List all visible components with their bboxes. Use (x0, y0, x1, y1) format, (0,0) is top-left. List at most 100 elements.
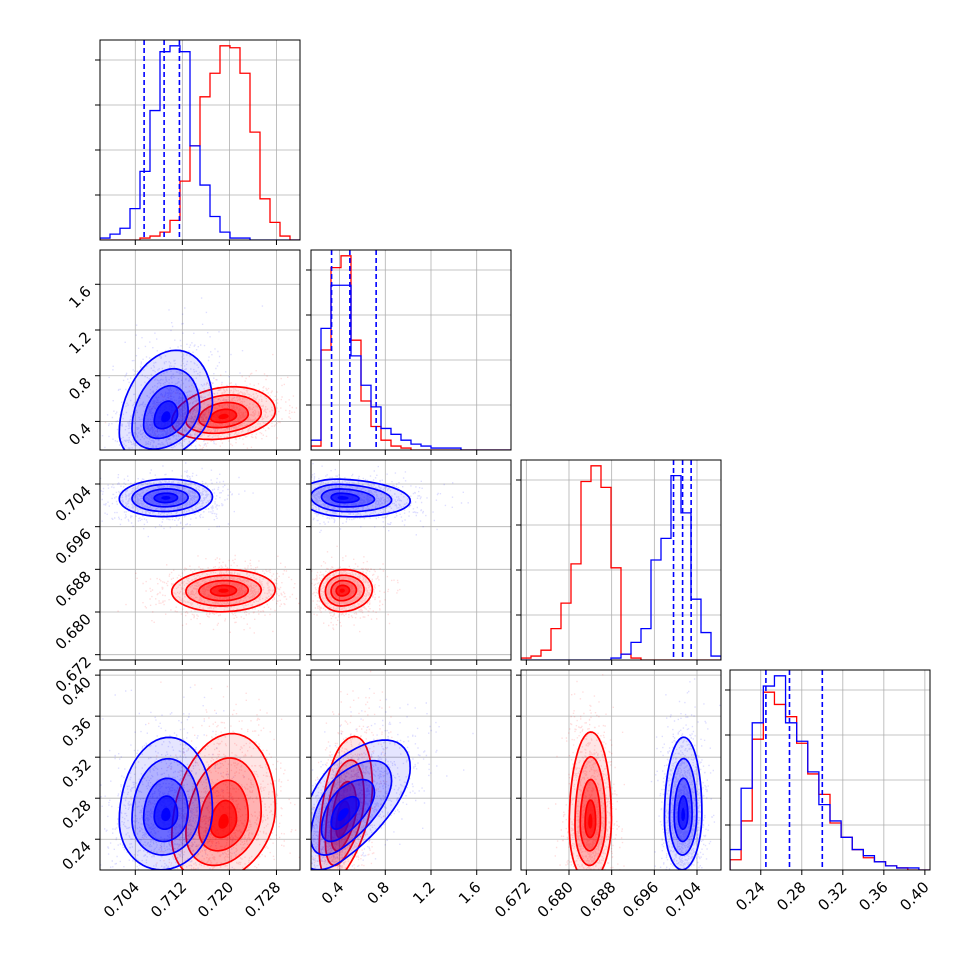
contour-line-blue (311, 483, 393, 513)
contour-line-blue (131, 367, 201, 450)
contour-line-blue (663, 736, 703, 870)
contour-line-red (318, 735, 374, 870)
contour-line-red (318, 568, 374, 613)
contour-line-red (324, 574, 365, 607)
contour-line-red (197, 401, 250, 429)
histogram-series-red (100, 45, 300, 240)
density-fill (339, 588, 345, 593)
contour-line-blue (311, 478, 412, 518)
contour-line-blue (142, 384, 189, 440)
histogram-series-blue (311, 284, 511, 450)
contour-line-blue (673, 777, 693, 843)
contour-line-red (324, 759, 365, 867)
histogram-series-red (730, 691, 930, 870)
density-fill (311, 740, 411, 870)
density-fill (218, 413, 229, 420)
panel-frame (99, 39, 301, 241)
contour-line-blue (142, 777, 189, 843)
contour-line-red (335, 584, 351, 597)
x-tick-label: 0.24 (732, 878, 768, 914)
contour-line-red (209, 584, 238, 597)
density-fill (161, 411, 171, 423)
x-tick-label: 0.720 (194, 878, 237, 921)
panel-frame (99, 459, 301, 661)
scatter-points (650, 678, 721, 870)
x-tick-label: 0.40 (896, 878, 932, 914)
density-panel-3-0 (100, 670, 300, 870)
panel-frame (99, 669, 301, 871)
density-fill (588, 813, 593, 829)
contour-line-blue (153, 400, 179, 430)
contour-line-blue (668, 757, 698, 856)
contour-line-blue (118, 478, 214, 518)
scatter-points (547, 674, 625, 870)
y-tick-label: 0.24 (58, 837, 94, 873)
x-tick-label: 0.4 (318, 878, 348, 908)
density-fill (218, 588, 229, 593)
density-panel-2-1 (311, 460, 511, 660)
contour-line-blue (118, 349, 214, 450)
contour-line-blue (153, 492, 179, 504)
contour-line-red (574, 755, 607, 867)
panel-frame (310, 669, 512, 871)
x-tick-label: 1.6 (455, 878, 485, 908)
contour-line-blue (153, 795, 179, 831)
x-tick-label: 0.704 (662, 878, 705, 921)
histogram-panel-1 (311, 250, 511, 450)
y-tick-label: 0.32 (58, 755, 94, 791)
y-tick-label: 0.36 (58, 714, 94, 750)
contour-line-red (170, 568, 277, 613)
x-tick-label: 0.696 (619, 878, 662, 921)
histogram-series-blue (521, 474, 721, 660)
contour-line-red (197, 579, 250, 602)
scatter-points (311, 670, 396, 870)
density-panel-3-2 (521, 670, 721, 870)
x-tick-label: 0.32 (814, 878, 850, 914)
x-tick-label: 0.8 (364, 878, 394, 908)
y-tick-label: 0.28 (58, 796, 94, 832)
contour-line-red (330, 579, 358, 602)
contour-line-blue (131, 483, 201, 513)
panel-frame (310, 459, 512, 661)
histogram-series-red (311, 255, 511, 450)
y-tick-label: 1.2 (65, 328, 95, 358)
density-panel-3-1 (311, 670, 511, 870)
scatter-points (117, 554, 300, 634)
y-tick-label: 1.6 (65, 282, 95, 312)
y-tick-label: 0.704 (52, 482, 95, 525)
contour-line-red (209, 408, 238, 424)
contour-line-red (185, 574, 263, 607)
x-tick-label: 0.704 (100, 878, 143, 921)
panel-frame (729, 669, 931, 871)
panel-frame (520, 459, 722, 661)
x-tick-label: 0.712 (147, 878, 190, 921)
x-tick-label: 1.2 (409, 878, 439, 908)
contour-line-red (584, 799, 597, 839)
contour-line-red (197, 779, 250, 852)
density-fill (337, 496, 349, 500)
y-tick-label: 0.8 (65, 374, 95, 404)
contour-line-blue (142, 488, 189, 508)
x-tick-label: 0.688 (576, 878, 619, 921)
contour-line-red (330, 780, 358, 852)
histogram-panel-0 (100, 40, 300, 240)
histogram-panel-3 (730, 670, 930, 870)
x-tick-label: 0.680 (534, 878, 577, 921)
x-tick-label: 0.672 (491, 878, 534, 921)
density-fill (337, 808, 349, 822)
panel-frame (99, 249, 301, 451)
scatter-points (100, 297, 264, 450)
y-tick-label: 0.688 (52, 567, 95, 610)
density-fill (161, 807, 171, 822)
density-panel-1-0 (100, 250, 300, 450)
contour-line-blue (320, 488, 376, 508)
y-tick-label: 0.696 (52, 525, 95, 568)
density-fill (218, 813, 229, 829)
contour-line-blue (131, 757, 201, 856)
contour-line-blue (330, 795, 360, 831)
density-fill (161, 496, 171, 500)
panel-frame (520, 669, 722, 871)
contour-line-blue (311, 759, 393, 856)
contour-line-blue (677, 795, 689, 831)
density-panel-2-0 (100, 460, 300, 660)
